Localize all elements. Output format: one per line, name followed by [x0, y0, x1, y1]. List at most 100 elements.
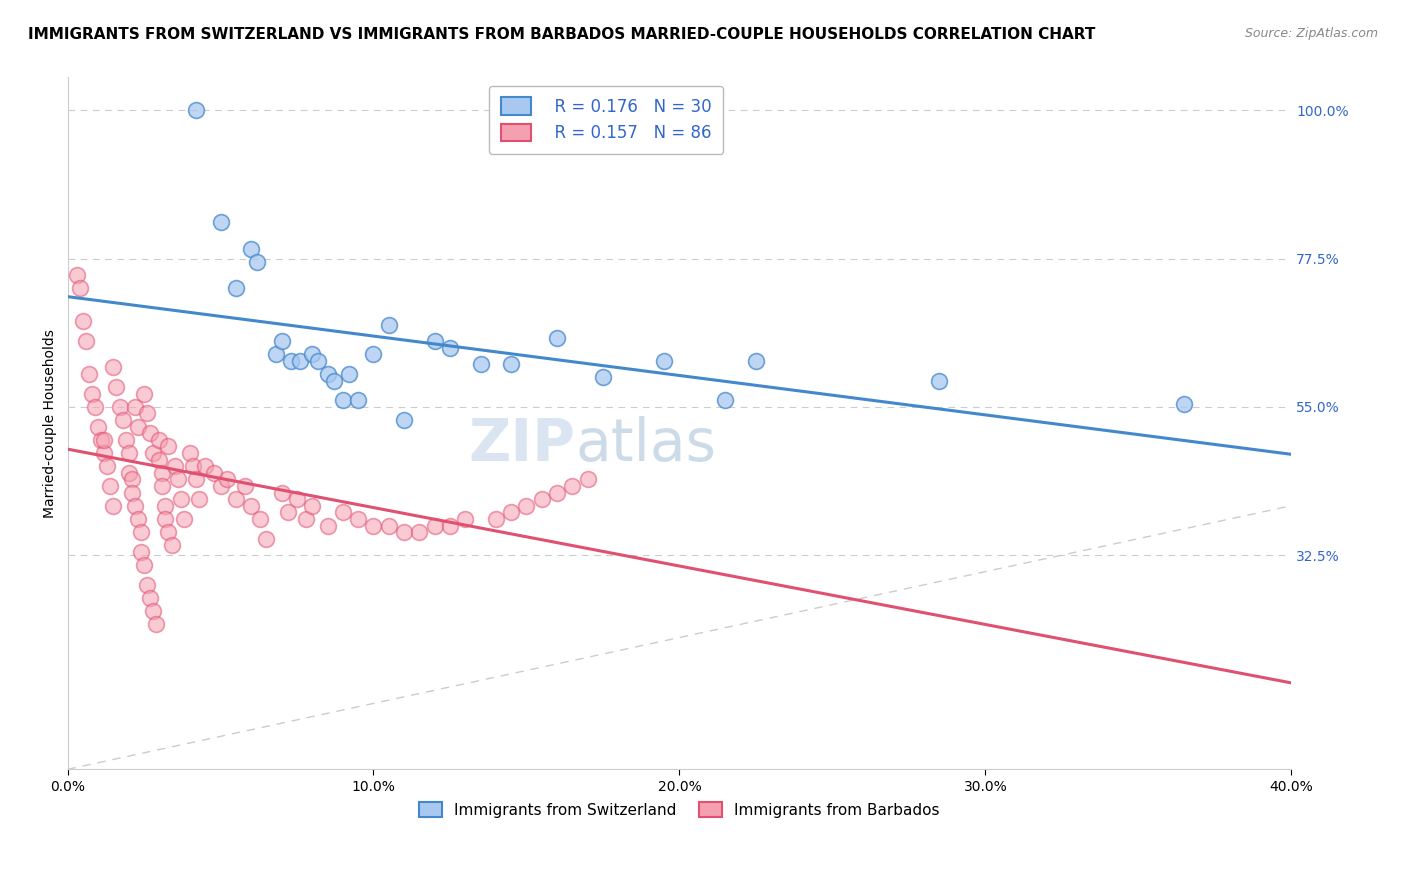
Point	[363, 518, 385, 533]
Text: atlas: atlas	[575, 416, 717, 473]
Point	[80, 386, 103, 401]
Y-axis label: Married-couple Households: Married-couple Households	[44, 329, 58, 518]
Point	[160, 538, 183, 552]
Point	[155, 512, 177, 526]
Point	[129, 545, 152, 559]
Point	[194, 459, 217, 474]
Point	[188, 492, 211, 507]
Point	[155, 499, 177, 513]
Point	[75, 334, 97, 348]
Point	[103, 499, 125, 513]
Point	[561, 479, 583, 493]
Point	[166, 472, 188, 486]
Point	[72, 314, 94, 328]
Point	[270, 334, 292, 348]
Point	[347, 393, 370, 408]
Point	[225, 492, 247, 507]
Point	[132, 558, 155, 572]
Point	[347, 512, 370, 526]
Point	[337, 367, 360, 381]
Point	[93, 446, 115, 460]
Point	[98, 479, 121, 493]
Point	[66, 268, 89, 282]
Point	[378, 318, 401, 332]
Point	[454, 512, 477, 526]
Point	[249, 512, 271, 526]
Point	[157, 525, 180, 540]
Point	[179, 446, 201, 460]
Point	[439, 341, 461, 355]
Point	[118, 446, 141, 460]
Point	[121, 472, 143, 486]
Point	[254, 532, 277, 546]
Point	[240, 242, 263, 256]
Point	[363, 347, 385, 361]
Point	[515, 499, 537, 513]
Point	[714, 393, 737, 408]
Point	[181, 459, 204, 474]
Point	[127, 419, 149, 434]
Point	[129, 525, 152, 540]
Point	[142, 604, 165, 618]
Point	[439, 518, 461, 533]
Point	[136, 578, 159, 592]
Point	[1173, 396, 1195, 410]
Point	[246, 255, 269, 269]
Point	[501, 505, 523, 519]
Point	[530, 492, 553, 507]
Point	[546, 331, 568, 345]
Point	[316, 518, 339, 533]
Point	[173, 512, 195, 526]
Point	[307, 353, 329, 368]
Point	[121, 485, 143, 500]
Point	[301, 347, 323, 361]
Point	[301, 499, 323, 513]
Point	[105, 380, 128, 394]
Point	[93, 433, 115, 447]
Point	[215, 472, 238, 486]
Point	[127, 512, 149, 526]
Point	[124, 499, 146, 513]
Point	[148, 433, 170, 447]
Point	[285, 492, 308, 507]
Point	[163, 459, 186, 474]
Point	[277, 505, 299, 519]
Legend: Immigrants from Switzerland, Immigrants from Barbados: Immigrants from Switzerland, Immigrants …	[413, 796, 946, 824]
Point	[77, 367, 100, 381]
Point	[139, 591, 162, 605]
Point	[295, 512, 318, 526]
Point	[136, 407, 159, 421]
Point	[184, 472, 207, 486]
Text: Source: ZipAtlas.com: Source: ZipAtlas.com	[1244, 27, 1378, 40]
Point	[170, 492, 193, 507]
Point	[332, 393, 354, 408]
Point	[69, 281, 91, 295]
Point	[103, 360, 125, 375]
Point	[114, 433, 136, 447]
Point	[111, 413, 134, 427]
Point	[378, 518, 401, 533]
Point	[392, 525, 415, 540]
Point	[392, 413, 415, 427]
Point	[546, 485, 568, 500]
Point	[240, 499, 263, 513]
Point	[209, 479, 232, 493]
Point	[118, 466, 141, 480]
Point	[470, 357, 492, 371]
Point	[108, 400, 131, 414]
Point	[288, 353, 311, 368]
Point	[90, 433, 112, 447]
Point	[332, 505, 354, 519]
Point	[592, 370, 614, 384]
Point	[316, 367, 339, 381]
Point	[150, 479, 173, 493]
Text: ZIP: ZIP	[468, 416, 575, 473]
Point	[280, 353, 302, 368]
Point	[202, 466, 225, 480]
Point	[745, 353, 768, 368]
Point	[139, 426, 162, 441]
Point	[408, 525, 430, 540]
Point	[423, 334, 446, 348]
Point	[157, 439, 180, 453]
Point	[225, 281, 247, 295]
